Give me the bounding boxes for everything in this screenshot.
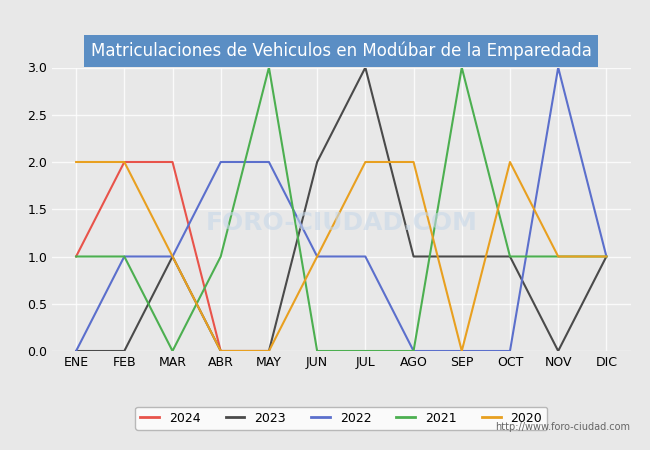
Title: Matriculaciones de Vehiculos en Modúbar de la Emparedada: Matriculaciones de Vehiculos en Modúbar … — [91, 42, 592, 60]
Text: http://www.foro-ciudad.com: http://www.foro-ciudad.com — [495, 422, 630, 432]
Legend: 2024, 2023, 2022, 2021, 2020: 2024, 2023, 2022, 2021, 2020 — [135, 407, 547, 430]
Text: FORO-CIUDAD.COM: FORO-CIUDAD.COM — [205, 212, 477, 235]
